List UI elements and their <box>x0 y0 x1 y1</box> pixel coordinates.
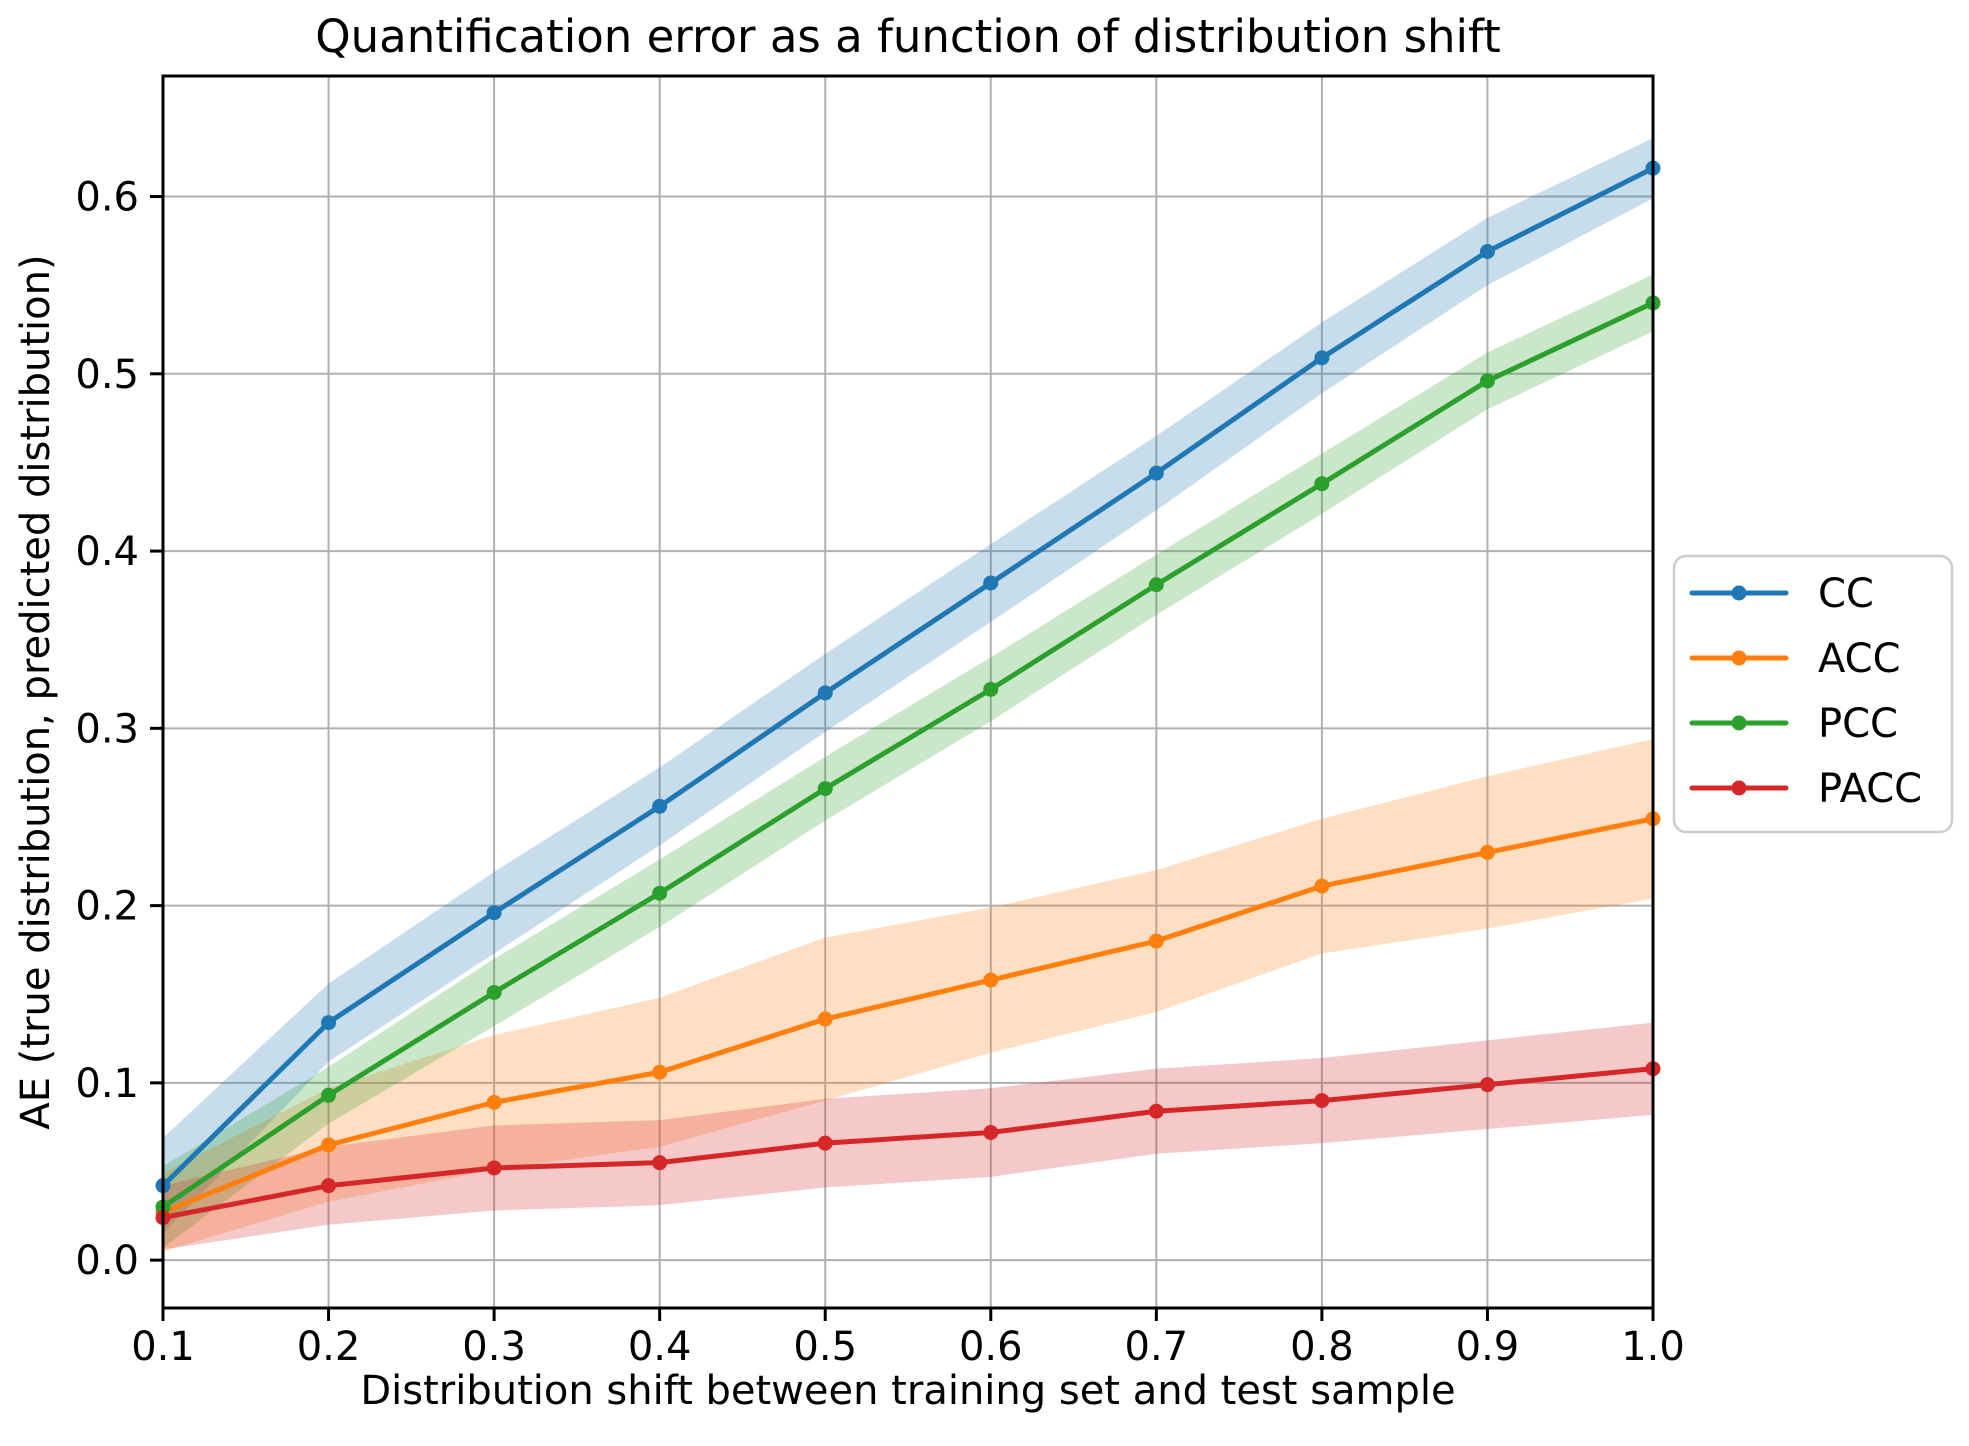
marker-PCC <box>486 984 502 1000</box>
marker-PCC <box>321 1087 337 1103</box>
x-tick-label: 0.8 <box>1290 1324 1354 1370</box>
x-tick-label: 0.5 <box>793 1324 857 1370</box>
y-axis-label: AE (true distribution, predicted distrib… <box>13 254 59 1130</box>
marker-CC <box>1479 243 1495 259</box>
y-tick-label: 0.4 <box>75 529 139 575</box>
legend-sample-marker-PCC <box>1731 715 1747 731</box>
legend-label-ACC: ACC <box>1818 636 1901 682</box>
marker-CC <box>1314 350 1330 366</box>
marker-CC <box>817 685 833 701</box>
marker-ACC <box>321 1137 337 1153</box>
y-tick-label: 0.3 <box>75 706 139 752</box>
marker-PCC <box>652 885 668 901</box>
x-tick-label: 0.7 <box>1125 1324 1189 1370</box>
marker-CC <box>1148 465 1164 481</box>
legend-sample-marker-ACC <box>1731 650 1747 666</box>
series-line-ACC <box>160 816 1656 1215</box>
marker-PCC <box>1314 476 1330 492</box>
series-line-PACC <box>160 1066 1656 1221</box>
marker-PACC <box>1148 1103 1164 1119</box>
x-tick-label: 0.6 <box>959 1324 1023 1370</box>
marker-PCC <box>1479 373 1495 389</box>
marker-PCC <box>817 781 833 797</box>
marker-PCC <box>983 681 999 697</box>
marker-PACC <box>1314 1093 1330 1109</box>
x-axis-label: Distribution shift between training set … <box>360 1368 1456 1414</box>
marker-PACC <box>1479 1077 1495 1093</box>
marker-CC <box>486 905 502 921</box>
x-tick-label: 0.4 <box>628 1324 692 1370</box>
marker-CC <box>983 575 999 591</box>
x-tick-label: 0.2 <box>297 1324 361 1370</box>
legend-label-PACC: PACC <box>1818 766 1922 812</box>
x-tick-label: 0.3 <box>462 1324 526 1370</box>
y-tick-label: 0.6 <box>75 175 139 221</box>
marker-ACC <box>1479 844 1495 860</box>
confidence-band-ACC <box>163 738 1653 1252</box>
plot-border <box>161 74 1655 1310</box>
x-tick-label: 0.1 <box>131 1324 195 1370</box>
series-line-PCC <box>160 300 1656 1210</box>
marker-PCC <box>1148 577 1164 593</box>
x-tick-label: 1.0 <box>1621 1324 1685 1370</box>
marker-PACC <box>817 1135 833 1151</box>
marker-CC <box>321 1015 337 1031</box>
marker-ACC <box>1148 933 1164 949</box>
marker-ACC <box>817 1011 833 1027</box>
y-tick-label: 0.2 <box>75 884 139 930</box>
confidence-band-CC <box>163 138 1653 1234</box>
marker-PACC <box>486 1160 502 1176</box>
chart-title: Quantification error as a function of di… <box>315 10 1501 63</box>
marker-ACC <box>1314 878 1330 894</box>
y-tick-label: 0.5 <box>75 352 139 398</box>
confidence-band-PCC <box>163 274 1653 1248</box>
legend-box <box>1672 554 1954 834</box>
marker-PACC <box>652 1155 668 1171</box>
marker-ACC <box>652 1064 668 1080</box>
marker-ACC <box>983 972 999 988</box>
marker-PACC <box>983 1125 999 1141</box>
marker-CC <box>652 798 668 814</box>
legend-sample-marker-CC <box>1731 585 1747 601</box>
legend-label-PCC: PCC <box>1818 701 1898 747</box>
y-tick-label: 0.1 <box>75 1061 139 1107</box>
x-tick-label: 0.9 <box>1456 1324 1520 1370</box>
series-line-CC <box>160 165 1656 1189</box>
marker-PACC <box>321 1178 337 1194</box>
y-tick-label: 0.0 <box>75 1238 139 1284</box>
legend-sample-marker-PACC <box>1731 780 1747 796</box>
marker-ACC <box>486 1094 502 1110</box>
legend-label-CC: CC <box>1818 571 1874 617</box>
